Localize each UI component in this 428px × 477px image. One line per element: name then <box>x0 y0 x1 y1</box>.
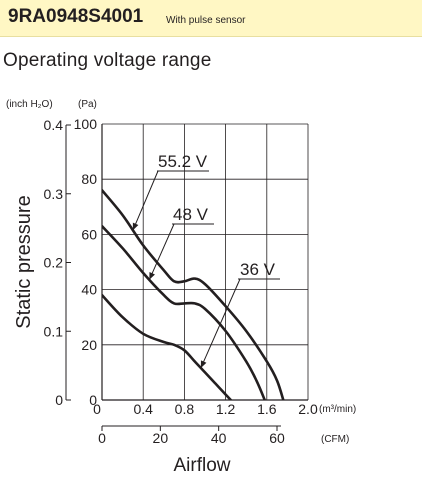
x-tick-label-m3: 2.0 <box>298 401 318 417</box>
y-tick-label-pa: 40 <box>81 282 97 298</box>
x-axis-title: Airflow <box>173 455 230 476</box>
model-subtitle: With pulse sensor <box>166 15 246 26</box>
axes <box>65 124 308 431</box>
x-tick-label-cfm: 40 <box>211 430 227 446</box>
y-unit-inch: (inch H₂O) <box>6 99 53 110</box>
series-curve-0 <box>102 188 285 400</box>
x-tick-label-cfm: 60 <box>269 430 285 446</box>
y-unit-pa: (Pa) <box>78 99 97 110</box>
y-tick-label-inch: 0.4 <box>44 117 64 133</box>
curves <box>102 188 285 400</box>
series-label: 48 V <box>173 205 209 224</box>
callout-leader <box>148 223 175 280</box>
series-label: 55.2 V <box>158 152 208 171</box>
x-tick-label-m3: 0.8 <box>175 401 195 417</box>
y-tick-label-pa: 0 <box>89 392 97 408</box>
x-tick-label-m3: 0.4 <box>133 401 153 417</box>
y-tick-label-inch: 0.2 <box>44 255 64 271</box>
x-unit-m3: (m³/min) <box>319 404 356 415</box>
x-tick-label-m3: 0 <box>93 401 101 417</box>
series-curve-1 <box>102 224 266 400</box>
x-tick-label-cfm: 20 <box>153 430 169 446</box>
series-curve-2 <box>102 293 233 400</box>
y-tick-label-pa: 20 <box>81 337 97 353</box>
callout-leader <box>132 170 159 231</box>
y-tick-label-pa: 100 <box>74 116 98 132</box>
callout-leader <box>200 278 241 369</box>
x-tick-label-cfm: 0 <box>98 430 106 446</box>
grid <box>102 123 309 400</box>
y-tick-label-inch: 0 <box>55 392 63 408</box>
title-bar: 9RA0948S4001 With pulse sensor <box>0 0 422 37</box>
callout-arrowhead <box>200 360 207 368</box>
series-label: 36 V <box>240 260 276 279</box>
y-tick-label-inch: 0.3 <box>44 186 64 202</box>
y-tick-label-inch: 0.1 <box>44 323 64 339</box>
callout-arrowhead <box>132 222 139 231</box>
x-unit-cfm: (CFM) <box>321 434 349 445</box>
model-number: 9RA0948S4001 <box>8 6 144 27</box>
callout-arrowhead <box>149 272 155 280</box>
y-tick-label-pa: 80 <box>81 171 97 187</box>
x-tick-label-m3: 1.2 <box>216 401 236 417</box>
chart-title: Operating voltage range <box>3 50 212 71</box>
y-axis-title: Static pressure <box>13 195 35 328</box>
y-tick-label-pa: 60 <box>81 226 97 242</box>
x-tick-label-m3: 1.6 <box>257 401 277 417</box>
labels: 0 20 40 60 80 100 0 0.1 0.2 0.3 0.4 0 0.4 0.8 1.2 1.6 2.… <box>6 99 356 476</box>
